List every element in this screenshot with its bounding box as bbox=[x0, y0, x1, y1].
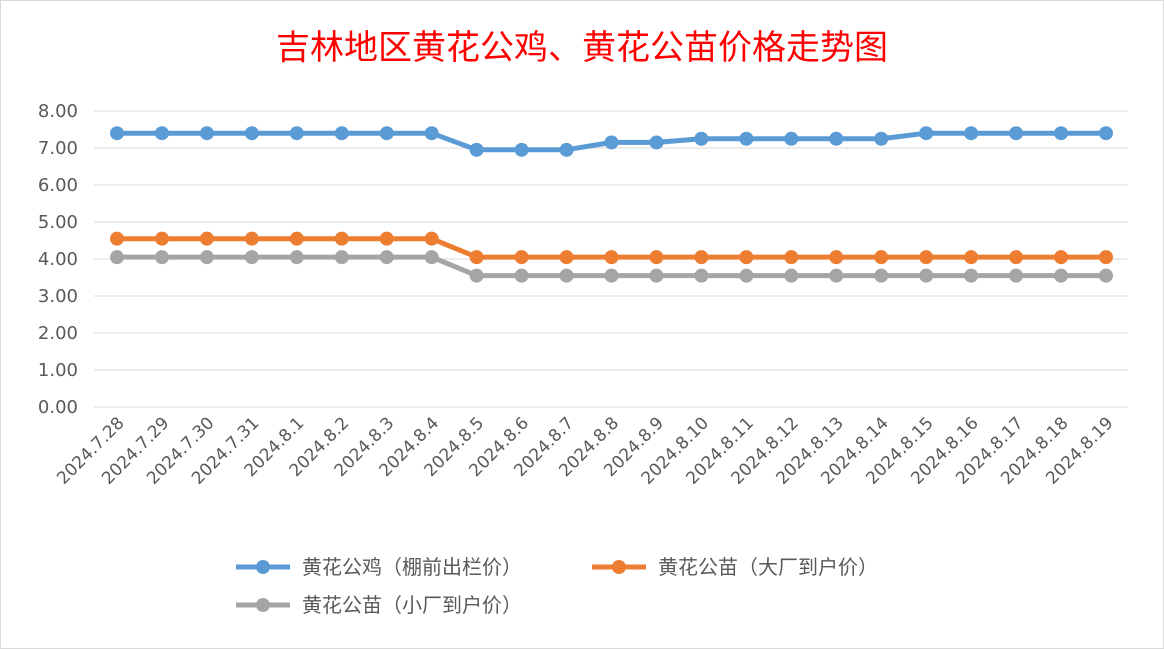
data-point bbox=[514, 268, 529, 283]
data-point bbox=[244, 250, 259, 265]
data-point bbox=[784, 131, 799, 146]
legend-item: 黄花公苗（小厂到户价） bbox=[236, 593, 522, 617]
data-point bbox=[649, 135, 664, 150]
data-point bbox=[1009, 268, 1024, 283]
data-point bbox=[559, 142, 574, 157]
legend-swatch-marker bbox=[256, 560, 270, 574]
data-point bbox=[829, 268, 844, 283]
data-point bbox=[334, 231, 349, 246]
data-point bbox=[289, 250, 304, 265]
data-point bbox=[424, 126, 439, 141]
data-point bbox=[829, 131, 844, 146]
y-axis-ticks: 0.00 1.00 2.00 3.00 4.00 5.00 6.00 7.00 8.00 bbox=[38, 101, 78, 418]
data-point bbox=[289, 231, 304, 246]
data-point bbox=[919, 250, 934, 265]
data-point bbox=[964, 268, 979, 283]
data-point bbox=[1099, 126, 1113, 141]
x-axis-ticks: 2024.7.282024.7.292024.7.302024.7.312024… bbox=[53, 413, 1117, 488]
data-point bbox=[334, 126, 349, 141]
legend-swatch-marker bbox=[612, 560, 626, 574]
data-point bbox=[694, 268, 709, 283]
y-tick-label: 4.00 bbox=[38, 249, 78, 270]
y-tick-label: 7.00 bbox=[38, 138, 78, 159]
data-point bbox=[334, 250, 349, 265]
data-point bbox=[199, 250, 214, 265]
data-point bbox=[604, 250, 619, 265]
data-point bbox=[649, 268, 664, 283]
legend-item: 黄花公鸡（棚前出栏价） bbox=[236, 555, 522, 579]
series-3 bbox=[110, 250, 1113, 283]
data-point bbox=[1099, 250, 1113, 265]
data-point bbox=[829, 250, 844, 265]
data-point bbox=[379, 231, 394, 246]
data-point bbox=[469, 268, 484, 283]
legend-label: 黄花公鸡（棚前出栏价） bbox=[302, 555, 522, 579]
data-point bbox=[694, 131, 709, 146]
data-point bbox=[289, 126, 304, 141]
data-point bbox=[874, 250, 889, 265]
data-point bbox=[1099, 268, 1113, 283]
data-point bbox=[154, 250, 169, 265]
y-tick-label: 6.00 bbox=[38, 175, 78, 196]
data-point bbox=[919, 268, 934, 283]
data-point bbox=[964, 126, 979, 141]
data-point bbox=[514, 250, 529, 265]
legend: 黄花公鸡（棚前出栏价） 黄花公苗（大厂到户价） 黄花公苗（小厂到户价） bbox=[236, 555, 878, 617]
legend-item: 黄花公苗（大厂到户价） bbox=[592, 555, 878, 579]
data-point bbox=[559, 268, 574, 283]
gridlines bbox=[94, 110, 1128, 408]
legend-label: 黄花公苗（大厂到户价） bbox=[658, 555, 878, 579]
series-1 bbox=[110, 126, 1113, 157]
data-point bbox=[469, 250, 484, 265]
data-point bbox=[514, 142, 529, 157]
data-point bbox=[739, 131, 754, 146]
data-point bbox=[1054, 126, 1069, 141]
data-point bbox=[424, 231, 439, 246]
y-tick-label: 2.00 bbox=[38, 323, 78, 344]
data-point bbox=[964, 250, 979, 265]
data-point bbox=[1009, 250, 1024, 265]
data-point bbox=[604, 268, 619, 283]
data-point bbox=[559, 250, 574, 265]
data-point bbox=[604, 135, 619, 150]
data-point bbox=[1054, 268, 1069, 283]
data-point bbox=[110, 250, 124, 265]
legend-swatch-marker bbox=[256, 598, 270, 612]
data-point bbox=[739, 268, 754, 283]
data-point bbox=[784, 268, 799, 283]
legend-label: 黄花公苗（小厂到户价） bbox=[302, 593, 522, 617]
data-point bbox=[424, 250, 439, 265]
data-point bbox=[784, 250, 799, 265]
data-point bbox=[199, 231, 214, 246]
series-layer bbox=[110, 126, 1113, 283]
chart-title: 吉林地区黄花公鸡、黄花公苗价格走势图 bbox=[276, 28, 888, 68]
y-tick-label: 1.00 bbox=[38, 360, 78, 381]
data-point bbox=[1009, 126, 1024, 141]
series-2 bbox=[110, 231, 1113, 265]
y-tick-label: 0.00 bbox=[38, 397, 78, 418]
data-point bbox=[379, 126, 394, 141]
data-point bbox=[1054, 250, 1069, 265]
y-tick-label: 8.00 bbox=[38, 101, 78, 122]
data-point bbox=[694, 250, 709, 265]
data-point bbox=[649, 250, 664, 265]
data-point bbox=[919, 126, 934, 141]
data-point bbox=[379, 250, 394, 265]
data-point bbox=[469, 142, 484, 157]
data-point bbox=[739, 250, 754, 265]
data-point bbox=[244, 231, 259, 246]
data-point bbox=[244, 126, 259, 141]
data-point bbox=[199, 126, 214, 141]
y-tick-label: 5.00 bbox=[38, 212, 78, 233]
data-point bbox=[874, 131, 889, 146]
data-point bbox=[154, 126, 169, 141]
data-point bbox=[110, 231, 124, 246]
data-point bbox=[154, 231, 169, 246]
data-point bbox=[110, 126, 124, 141]
data-point bbox=[874, 268, 889, 283]
y-tick-label: 3.00 bbox=[38, 286, 78, 307]
